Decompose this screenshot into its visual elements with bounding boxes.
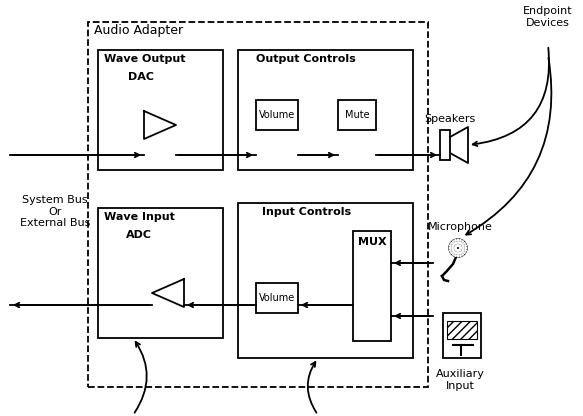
Circle shape bbox=[465, 250, 466, 251]
Circle shape bbox=[455, 246, 456, 247]
Circle shape bbox=[453, 244, 454, 245]
Circle shape bbox=[457, 250, 459, 251]
Circle shape bbox=[461, 252, 462, 253]
Circle shape bbox=[457, 245, 459, 246]
Circle shape bbox=[452, 247, 453, 249]
Circle shape bbox=[459, 248, 461, 250]
Circle shape bbox=[449, 250, 451, 251]
Text: Output Controls: Output Controls bbox=[256, 54, 356, 64]
Text: ADC: ADC bbox=[126, 230, 152, 240]
Circle shape bbox=[465, 245, 466, 246]
Circle shape bbox=[462, 241, 463, 242]
Bar bbox=[98, 208, 223, 338]
Circle shape bbox=[453, 250, 454, 252]
Circle shape bbox=[462, 244, 463, 245]
Circle shape bbox=[462, 249, 464, 250]
Circle shape bbox=[455, 242, 457, 243]
Text: DAC: DAC bbox=[128, 72, 154, 82]
Text: Endpoint
Devices: Endpoint Devices bbox=[523, 6, 573, 27]
Circle shape bbox=[455, 247, 456, 249]
Circle shape bbox=[463, 252, 465, 253]
Circle shape bbox=[452, 254, 454, 255]
Text: Volume: Volume bbox=[259, 293, 295, 303]
Circle shape bbox=[449, 245, 451, 246]
Circle shape bbox=[459, 245, 460, 247]
Circle shape bbox=[462, 254, 463, 255]
Circle shape bbox=[455, 247, 456, 248]
Circle shape bbox=[457, 242, 459, 243]
Circle shape bbox=[460, 255, 461, 256]
Circle shape bbox=[457, 255, 459, 257]
Circle shape bbox=[459, 246, 461, 247]
Circle shape bbox=[455, 249, 456, 250]
Circle shape bbox=[455, 240, 456, 241]
Text: Mute: Mute bbox=[345, 110, 369, 120]
Circle shape bbox=[449, 239, 467, 257]
Text: Speakers: Speakers bbox=[424, 114, 476, 124]
Text: Microphone: Microphone bbox=[428, 222, 493, 232]
Circle shape bbox=[449, 247, 451, 249]
Bar bbox=[88, 22, 428, 387]
Circle shape bbox=[451, 252, 452, 253]
Circle shape bbox=[456, 245, 457, 247]
Bar bbox=[98, 50, 223, 170]
Bar bbox=[338, 100, 376, 130]
Circle shape bbox=[457, 253, 459, 254]
Circle shape bbox=[462, 250, 463, 252]
Circle shape bbox=[454, 243, 455, 244]
Text: Input Controls: Input Controls bbox=[262, 207, 351, 217]
Bar bbox=[238, 203, 413, 358]
Circle shape bbox=[451, 243, 452, 244]
Text: Audio Adapter: Audio Adapter bbox=[94, 24, 183, 37]
Circle shape bbox=[459, 249, 461, 250]
Circle shape bbox=[462, 245, 464, 247]
Circle shape bbox=[456, 250, 458, 251]
Text: System Bus
Or
External Bus: System Bus Or External Bus bbox=[20, 195, 90, 228]
Bar bbox=[447, 321, 477, 339]
Polygon shape bbox=[152, 279, 184, 307]
Bar bbox=[353, 231, 391, 341]
Bar bbox=[256, 100, 298, 130]
Text: Wave Output: Wave Output bbox=[104, 54, 185, 64]
Polygon shape bbox=[450, 127, 468, 163]
Circle shape bbox=[460, 247, 461, 249]
Circle shape bbox=[463, 243, 465, 244]
Circle shape bbox=[457, 239, 459, 241]
Text: Volume: Volume bbox=[259, 110, 295, 120]
Circle shape bbox=[455, 248, 456, 250]
Circle shape bbox=[455, 255, 456, 256]
Circle shape bbox=[458, 245, 459, 246]
Circle shape bbox=[465, 247, 467, 249]
Text: Wave Input: Wave Input bbox=[104, 212, 175, 222]
Bar bbox=[256, 283, 298, 313]
Circle shape bbox=[456, 249, 457, 251]
Circle shape bbox=[458, 250, 459, 251]
Text: MUX: MUX bbox=[358, 237, 387, 247]
Circle shape bbox=[456, 245, 458, 246]
Circle shape bbox=[459, 242, 461, 243]
Circle shape bbox=[461, 243, 462, 244]
Circle shape bbox=[452, 245, 454, 247]
Circle shape bbox=[452, 249, 454, 250]
Bar bbox=[443, 313, 481, 358]
Circle shape bbox=[459, 249, 460, 251]
Circle shape bbox=[459, 253, 461, 254]
Circle shape bbox=[463, 247, 464, 249]
Text: Auxiliary
Input: Auxiliary Input bbox=[436, 369, 484, 391]
Polygon shape bbox=[144, 111, 176, 139]
Circle shape bbox=[459, 247, 461, 248]
Circle shape bbox=[454, 252, 455, 253]
Circle shape bbox=[460, 240, 461, 241]
Circle shape bbox=[452, 241, 454, 242]
Circle shape bbox=[455, 253, 457, 254]
Bar bbox=[238, 50, 413, 170]
Bar bbox=[440, 130, 450, 160]
